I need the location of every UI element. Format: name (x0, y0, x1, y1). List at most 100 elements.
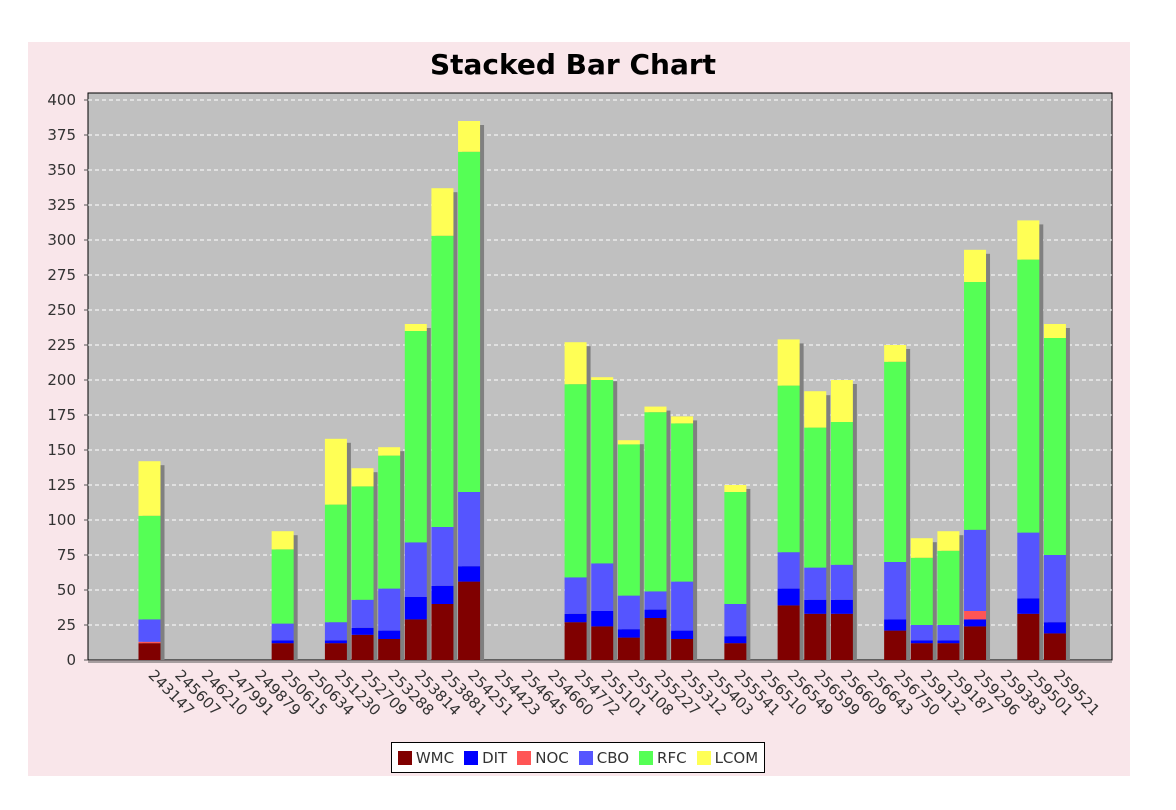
legend-label: NOC (535, 748, 569, 767)
bar-segment-dit (937, 640, 960, 644)
bar-segment-dit (404, 597, 427, 620)
bar-segment-wmc (777, 605, 800, 660)
bar-segment-wmc (324, 643, 347, 660)
bar-segment-wmc (564, 622, 587, 660)
y-tick-label: 0 (66, 651, 76, 669)
bar-segment-rfc (777, 385, 800, 553)
bar-segment-rfc (564, 384, 587, 578)
bar-segment-wmc (910, 643, 933, 660)
bar-segment-lcom (1017, 220, 1040, 260)
y-tick-label: 300 (47, 231, 76, 249)
bar-segment-wmc (1017, 613, 1040, 660)
bar-segment-dit (884, 619, 907, 631)
bar-segment-cbo (884, 562, 907, 620)
bar-segment-dit (1017, 598, 1040, 614)
bar-segment-dit (910, 640, 933, 644)
legend-item-cbo: CBO (578, 748, 630, 767)
legend: WMC DIT NOC CBO RFC LCOM (391, 742, 765, 773)
bar-segment-lcom (324, 438, 347, 505)
legend-item-lcom: LCOM (696, 749, 758, 767)
bar-segment-cbo (671, 581, 694, 631)
bar-segment-dit (1043, 622, 1066, 634)
bar-segment-cbo (1043, 555, 1066, 623)
bar-segment-lcom (617, 440, 640, 445)
bar-segment-noc (964, 611, 987, 620)
bar-segment-wmc (271, 643, 294, 660)
legend-label: DIT (482, 748, 508, 767)
bar-segment-dit (591, 611, 614, 627)
y-tick-label: 325 (47, 196, 76, 214)
bar-segment-rfc (1017, 259, 1040, 533)
bar-segment-rfc (591, 380, 614, 564)
bar-segment-lcom (564, 342, 587, 385)
bar-segment-cbo (910, 625, 933, 641)
bar-segment-dit (351, 627, 374, 635)
bar-segment-cbo (351, 599, 374, 628)
y-tick-label: 25 (57, 616, 76, 634)
bar-segment-cbo (138, 619, 161, 642)
bar-segment-wmc (431, 604, 454, 660)
bar-segment-rfc (404, 331, 427, 543)
bar-segment-cbo (458, 492, 481, 567)
y-tick-label: 50 (57, 581, 76, 599)
bar-segment-lcom (964, 249, 987, 282)
legend-label: WMC (415, 748, 455, 767)
legend-item-wmc: WMC (397, 748, 455, 767)
bar-segment-rfc (431, 235, 454, 528)
y-tick-label: 400 (47, 91, 76, 109)
bar-segment-lcom (804, 391, 827, 428)
bar-segment-cbo (644, 591, 667, 610)
bar-segment-rfc (1043, 338, 1066, 555)
bar-segment-dit (644, 609, 667, 618)
bar-segment-dit (777, 588, 800, 606)
bar-segment-rfc (271, 549, 294, 624)
bar-segment-lcom (671, 416, 694, 424)
bar-segment-dit (830, 599, 853, 614)
bar-segment-rfc (324, 504, 347, 623)
bar-segment-wmc (804, 613, 827, 660)
legend-item-noc: NOC (517, 749, 569, 767)
bar-segment-cbo (964, 529, 987, 611)
bar-segment-lcom (1043, 324, 1066, 338)
legend-swatch (578, 750, 593, 765)
bar-segment-dit (964, 619, 987, 627)
bar-segment-lcom (351, 468, 374, 487)
y-tick-label: 150 (47, 441, 76, 459)
y-tick-label: 175 (47, 406, 76, 424)
y-tick-label: 225 (47, 336, 76, 354)
bar-segment-wmc (138, 643, 161, 660)
legend-swatch (696, 750, 711, 765)
y-tick-label: 75 (57, 546, 76, 564)
bar-segment-cbo (564, 577, 587, 614)
y-tick-label: 100 (47, 511, 76, 529)
bar-segment-cbo (431, 527, 454, 586)
y-tick-label: 350 (47, 161, 76, 179)
legend-item-dit: DIT (464, 749, 507, 767)
bar-segment-dit (724, 636, 747, 644)
bar-segment-dit (671, 630, 694, 639)
bar-segment-rfc (964, 282, 987, 530)
bar-segment-rfc (351, 486, 374, 600)
legend-swatch (464, 750, 479, 765)
bar-segment-rfc (138, 515, 161, 620)
bar-segment-lcom (937, 531, 960, 551)
bar-segment-wmc (937, 643, 960, 660)
bar-segment-lcom (884, 345, 907, 362)
bar-segment-cbo (617, 595, 640, 630)
bar-segment-cbo (591, 563, 614, 611)
y-tick-label: 250 (47, 301, 76, 319)
bar-segment-wmc (671, 639, 694, 660)
legend-swatch (517, 750, 532, 765)
legend-label: CBO (596, 748, 630, 767)
bar-segment-lcom (378, 447, 401, 456)
bar-segment-rfc (644, 412, 667, 592)
legend-item-rfc: RFC (639, 749, 687, 767)
bar-segment-lcom (271, 531, 294, 550)
bar-segment-rfc (671, 423, 694, 582)
bar-segment-lcom (830, 380, 853, 422)
bar-segment-dit (324, 640, 347, 644)
y-tick-label: 125 (47, 476, 76, 494)
bar-segment-wmc (404, 619, 427, 660)
bar-segment-wmc (724, 643, 747, 660)
